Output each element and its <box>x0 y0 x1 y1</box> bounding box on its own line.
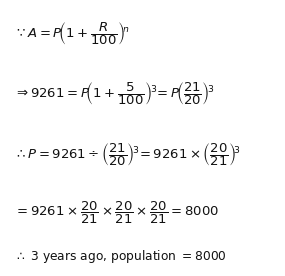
Text: $\therefore P = 9261 \div \left(\dfrac{21}{20}\right)^{\!3}\! = 9261 \times \lef: $\therefore P = 9261 \div \left(\dfrac{2… <box>14 141 241 168</box>
Text: $= 9261 \times \dfrac{20}{21} \times \dfrac{20}{21} \times \dfrac{20}{21} = 8000: $= 9261 \times \dfrac{20}{21} \times \df… <box>14 200 219 225</box>
Text: $\therefore$ 3 years ago, population $= 8000$: $\therefore$ 3 years ago, population $= … <box>14 248 227 265</box>
Text: $\because A = P\!\left(1+\dfrac{R}{100}\right)^{\!n}$: $\because A = P\!\left(1+\dfrac{R}{100}\… <box>14 20 131 47</box>
Text: $\Rightarrow 9261 = P\!\left(1+\dfrac{5}{100}\right)^{\!3}\! = P\!\left(\dfrac{2: $\Rightarrow 9261 = P\!\left(1+\dfrac{5}… <box>14 80 215 107</box>
